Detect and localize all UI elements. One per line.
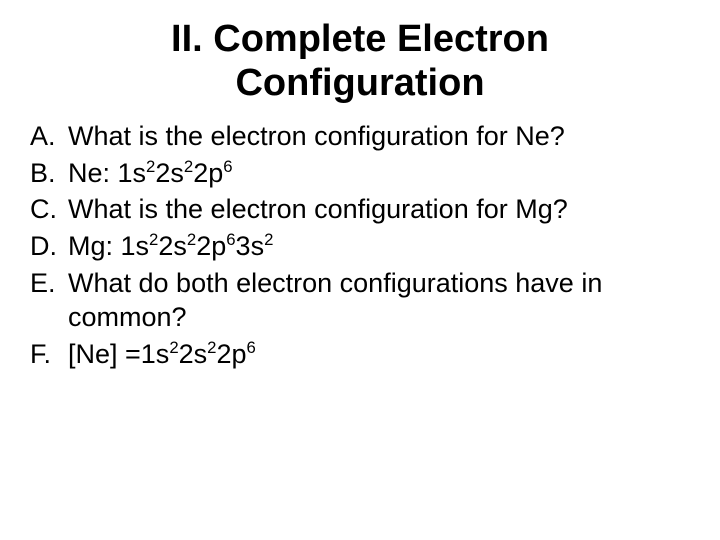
list-item: C.What is the electron configuration for…: [30, 192, 690, 227]
list-item-marker: E.: [30, 266, 68, 335]
content-list: A.What is the electron configuration for…: [30, 119, 690, 371]
list-item: E.What do both electron configurations h…: [30, 266, 690, 335]
list-item-text: What do both electron configurations hav…: [68, 266, 690, 335]
list-item-marker: F.: [30, 337, 68, 372]
list-item-text: Ne: 1s22s22p6: [68, 156, 690, 191]
list-item-text: Mg: 1s22s22p63s2: [68, 229, 690, 264]
slide: II. Complete Electron Configuration A.Wh…: [0, 0, 720, 540]
list-item: D.Mg: 1s22s22p63s2: [30, 229, 690, 264]
title-line-2: Configuration: [235, 62, 484, 104]
slide-title: II. Complete Electron Configuration: [30, 18, 690, 105]
list-item-marker: A.: [30, 119, 68, 154]
list-item: A.What is the electron configuration for…: [30, 119, 690, 154]
list-item-text: What is the electron configuration for N…: [68, 119, 690, 154]
list-item-marker: C.: [30, 192, 68, 227]
title-line-1: II. Complete Electron: [171, 18, 549, 60]
list-item-marker: B.: [30, 156, 68, 191]
list-item-text: [Ne] =1s22s22p6: [68, 337, 690, 372]
list-item: B.Ne: 1s22s22p6: [30, 156, 690, 191]
list-item-text: What is the electron configuration for M…: [68, 192, 690, 227]
list-item-marker: D.: [30, 229, 68, 264]
list-item: F.[Ne] =1s22s22p6: [30, 337, 690, 372]
